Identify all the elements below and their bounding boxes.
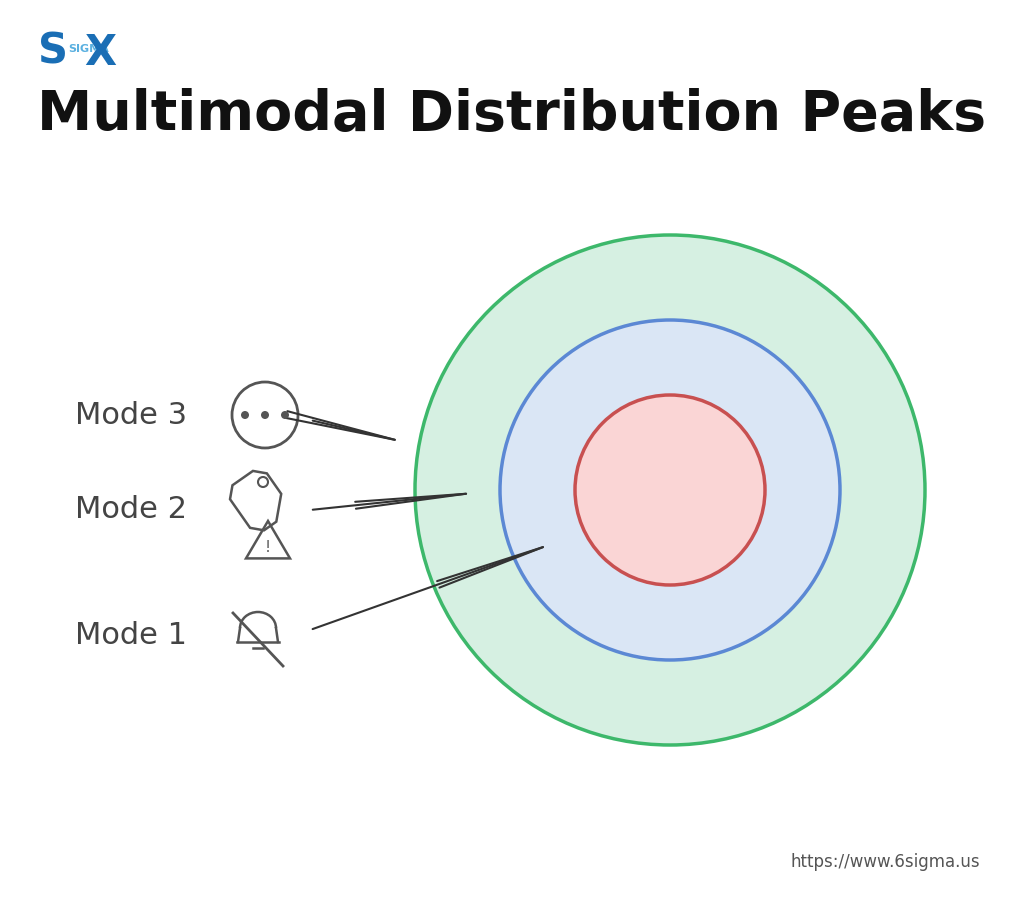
Text: Mode 2: Mode 2 (75, 496, 187, 525)
Text: Mode 1: Mode 1 (75, 620, 187, 650)
Text: https://www.6sigma.us: https://www.6sigma.us (791, 853, 980, 871)
Text: Multimodal Distribution Peaks: Multimodal Distribution Peaks (38, 88, 986, 142)
Circle shape (500, 320, 840, 660)
Text: X: X (84, 32, 116, 74)
Circle shape (258, 477, 268, 487)
Text: S: S (38, 31, 68, 73)
Circle shape (261, 411, 269, 419)
Circle shape (415, 235, 925, 745)
Text: SIGMA: SIGMA (68, 44, 109, 54)
Text: !: ! (265, 541, 271, 555)
Circle shape (241, 411, 249, 419)
Circle shape (281, 411, 289, 419)
Circle shape (575, 395, 765, 585)
Text: Mode 3: Mode 3 (75, 400, 187, 429)
